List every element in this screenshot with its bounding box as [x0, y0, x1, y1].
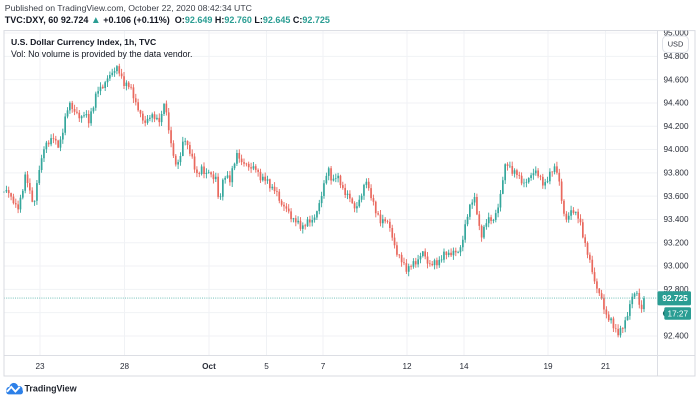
svg-text:94.400: 94.400 [664, 99, 689, 108]
svg-text:92.800: 92.800 [664, 285, 689, 294]
svg-text:93.000: 93.000 [664, 262, 689, 271]
svg-text:93.600: 93.600 [664, 192, 689, 201]
svg-text:94.000: 94.000 [664, 145, 689, 154]
svg-text:28: 28 [120, 362, 130, 371]
svg-text:TradingView: TradingView [25, 383, 77, 393]
svg-text:5: 5 [264, 362, 269, 371]
svg-text:12: 12 [402, 362, 412, 371]
svg-text:94.600: 94.600 [664, 75, 689, 84]
svg-text:23: 23 [35, 362, 45, 371]
svg-text:92.725: 92.725 [662, 293, 688, 303]
svg-text:93.400: 93.400 [664, 215, 689, 224]
svg-text:USD: USD [668, 40, 684, 49]
svg-text:21: 21 [601, 362, 611, 371]
svg-text:93.800: 93.800 [664, 169, 689, 178]
svg-text:19: 19 [543, 362, 553, 371]
svg-text:7: 7 [321, 362, 326, 371]
svg-text:92.400: 92.400 [664, 332, 689, 341]
svg-text:Oct: Oct [202, 362, 216, 371]
svg-text:94.800: 94.800 [664, 52, 689, 61]
svg-text:14: 14 [459, 362, 469, 371]
svg-text:17:27: 17:27 [668, 309, 689, 318]
svg-text:94.200: 94.200 [664, 122, 689, 131]
svg-text:93.200: 93.200 [664, 238, 689, 247]
svg-text:95.000: 95.000 [664, 29, 689, 38]
